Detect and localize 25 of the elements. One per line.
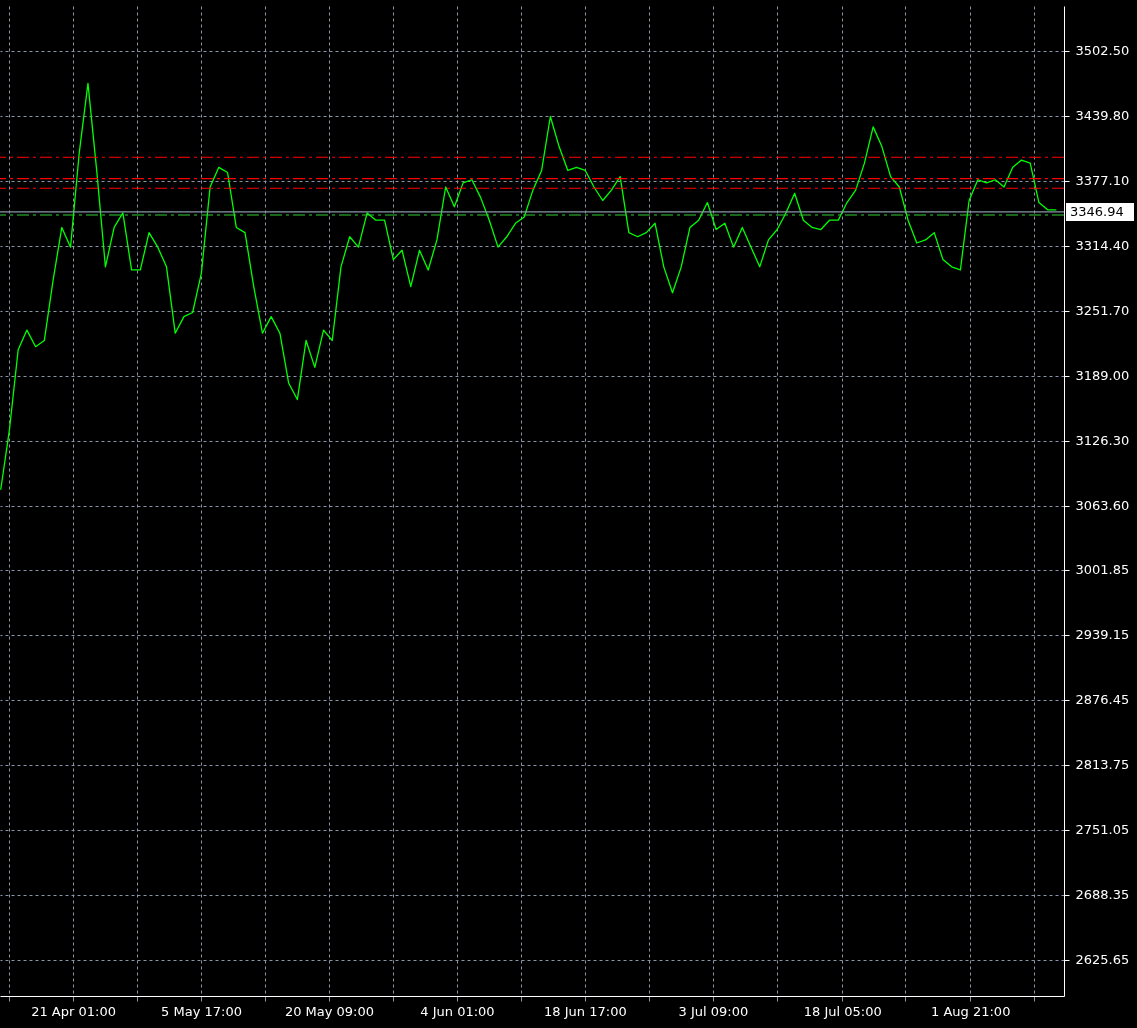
y-tick-label: 2876.45 <box>1075 692 1130 708</box>
y-tick-label: 2751.05 <box>1075 822 1130 838</box>
y-tick-label: 3189.00 <box>1075 368 1130 384</box>
x-tick-label: 5 May 17:00 <box>161 1003 242 1019</box>
x-tick-label: 1 Aug 21:00 <box>931 1003 1011 1019</box>
y-tick-label: 3502.50 <box>1075 43 1130 59</box>
ref-line-label: 3346.94 <box>1070 203 1124 219</box>
y-tick-label: 2939.15 <box>1075 627 1130 643</box>
x-tick-label: 4 Jun 01:00 <box>420 1003 495 1019</box>
y-tick-label: 3439.80 <box>1075 108 1130 124</box>
line-series <box>0 82 1058 491</box>
y-tick-label: 3001.85 <box>1075 562 1130 578</box>
y-tick-label: 3377.10 <box>1075 173 1130 189</box>
x-tick-label: 21 Apr 01:00 <box>31 1003 116 1019</box>
x-tick-label: 18 Jul 05:00 <box>803 1003 882 1019</box>
x-tick-label: 20 May 09:00 <box>284 1003 375 1019</box>
y-tick-label: 2625.65 <box>1075 952 1130 968</box>
y-tick-label: 2813.75 <box>1075 757 1130 773</box>
y-tick-label: 3251.70 <box>1075 303 1130 319</box>
x-tick-label: 18 Jun 17:00 <box>544 1003 627 1019</box>
y-tick-label: 2688.35 <box>1075 887 1130 903</box>
x-tick-label: 3 Jul 09:00 <box>678 1003 749 1019</box>
y-tick-label: 3126.30 <box>1075 433 1130 449</box>
y-tick-label: 3314.40 <box>1075 238 1130 254</box>
y-tick-label: 3063.60 <box>1075 498 1130 514</box>
